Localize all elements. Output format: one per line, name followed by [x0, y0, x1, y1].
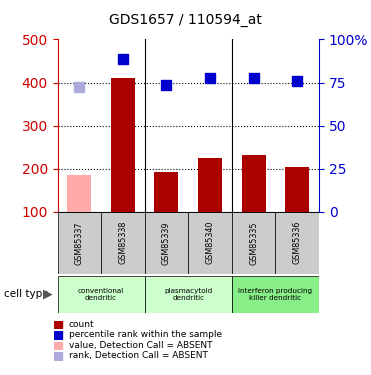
Text: count: count [69, 320, 94, 329]
Text: conventional
dendritic: conventional dendritic [78, 288, 124, 301]
Bar [285, 166, 309, 212]
Text: ▶: ▶ [43, 288, 53, 301]
Bar [242, 155, 266, 212]
Text: plasmacytoid
dendritic: plasmacytoid dendritic [164, 288, 213, 301]
Bar [154, 172, 178, 212]
Text: GSM85335: GSM85335 [249, 221, 258, 265]
Text: rank, Detection Call = ABSENT: rank, Detection Call = ABSENT [69, 351, 207, 360]
Bar [198, 158, 222, 212]
Bar [232, 276, 319, 313]
Text: GSM85338: GSM85338 [118, 221, 127, 264]
Bar [67, 175, 91, 212]
Text: GSM85337: GSM85337 [75, 221, 84, 265]
Bar [145, 276, 232, 313]
Text: GSM85336: GSM85336 [293, 221, 302, 264]
Bar [58, 212, 101, 274]
Bar [232, 212, 276, 274]
Text: percentile rank within the sample: percentile rank within the sample [69, 330, 222, 339]
Bar [188, 212, 232, 274]
Bar [275, 212, 319, 274]
Bar [111, 78, 135, 212]
Text: cell type: cell type [4, 290, 48, 299]
Text: GDS1657 / 110594_at: GDS1657 / 110594_at [109, 13, 262, 27]
Bar [58, 276, 145, 313]
Text: value, Detection Call = ABSENT: value, Detection Call = ABSENT [69, 341, 212, 350]
Bar [101, 212, 145, 274]
Bar [145, 212, 188, 274]
Text: GSM85339: GSM85339 [162, 221, 171, 265]
Text: interferon producing
killer dendritic: interferon producing killer dendritic [239, 288, 312, 301]
Text: GSM85340: GSM85340 [206, 221, 214, 264]
